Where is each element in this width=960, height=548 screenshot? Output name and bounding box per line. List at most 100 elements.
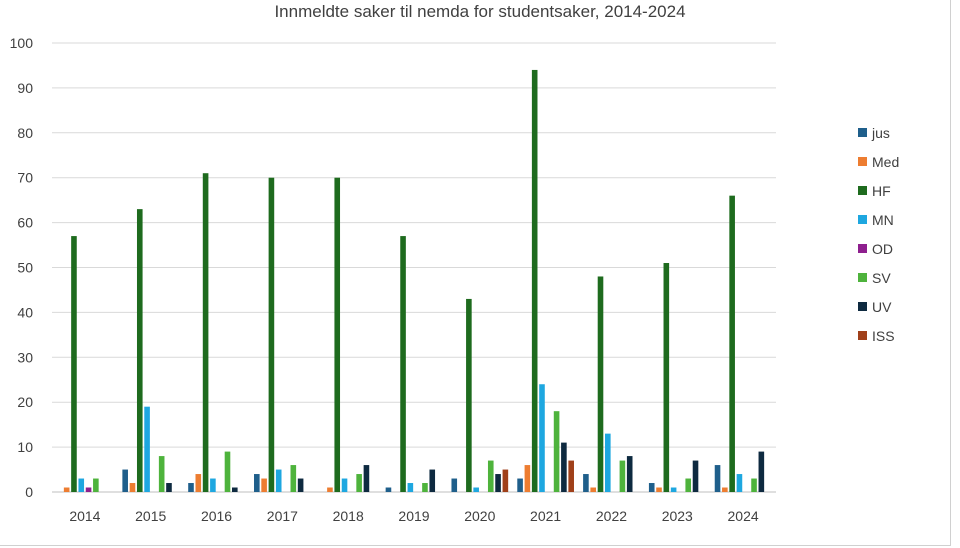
bar-med-2018 [327, 487, 333, 492]
bar-uv-2023 [692, 460, 699, 492]
x-tick-label: 2020 [464, 508, 495, 524]
x-tick-label: 2023 [662, 508, 693, 524]
bar-uv-2019 [429, 469, 436, 492]
y-tick-label: 60 [17, 215, 33, 231]
bar-mn-2015 [144, 406, 150, 492]
bars [63, 69, 765, 492]
bar-mn-2019 [407, 483, 414, 492]
x-tick-label: 2019 [398, 508, 429, 524]
bar-uv-2021 [561, 442, 567, 492]
bar-sv-2017 [290, 465, 297, 492]
legend-label-sv: SV [872, 270, 891, 286]
x-tick-label: 2022 [596, 508, 627, 524]
bar-hf-2015 [136, 209, 143, 492]
bar-hf-2023 [663, 263, 670, 492]
bar-mn-2022 [605, 433, 611, 492]
bar-jus-2020 [451, 478, 458, 492]
bar-hf-2016 [202, 173, 209, 492]
bar-hf-2017 [268, 177, 275, 492]
bar-iss-2020 [502, 469, 509, 492]
bar-med-2015 [129, 483, 136, 492]
bar-jus-2017 [254, 474, 260, 492]
bar-jus-2022 [583, 474, 589, 492]
legend-label-uv: UV [872, 299, 892, 315]
bar-jus-2021 [517, 478, 523, 492]
bar-hf-2022 [597, 276, 604, 492]
bar-iss-2021 [568, 460, 574, 492]
x-tick-label: 2018 [333, 508, 364, 524]
bar-uv-2017 [297, 478, 304, 492]
y-axis-ticks: 0 10 20 30 40 50 60 70 80 90 100 [10, 35, 34, 500]
bar-sv-2014 [93, 478, 99, 492]
x-tick-label: 2024 [728, 508, 759, 524]
bar-mn-2020 [473, 487, 479, 492]
bar-mn-2021 [539, 384, 545, 492]
legend-label-od: OD [872, 241, 893, 257]
legend-label-iss: ISS [872, 328, 895, 344]
chart-title: Innmeldte saker til nemda for studentsak… [274, 2, 686, 21]
legend-swatch-med [858, 157, 867, 166]
bar-sv-2018 [356, 474, 362, 492]
bar-uv-2015 [166, 483, 172, 492]
bar-uv-2018 [363, 465, 370, 492]
y-tick-label: 50 [17, 260, 33, 276]
bar-sv-2020 [487, 460, 494, 492]
x-axis-ticks: 2014 2015 2016 2017 2018 2019 2020 2021 2022 2023… [69, 508, 759, 524]
bar-uv-2020 [495, 474, 501, 492]
y-tick-label: 10 [17, 439, 33, 455]
bar-jus-2023 [648, 483, 655, 492]
bar-uv-2016 [231, 487, 238, 492]
bar-jus-2019 [385, 487, 392, 492]
bar-hf-2018 [334, 177, 341, 492]
legend-swatch-hf [858, 186, 867, 195]
bar-med-2024 [722, 487, 728, 492]
bar-sv-2023 [685, 478, 692, 492]
legend-swatch-iss [858, 331, 867, 340]
x-tick-label: 2014 [69, 508, 100, 524]
bar-od-2014 [85, 487, 92, 492]
bar-jus-2015 [122, 469, 128, 492]
bar-hf-2019 [400, 236, 406, 492]
y-tick-label: 30 [17, 349, 33, 365]
legend-swatch-jus [858, 128, 867, 137]
bar-sv-2016 [224, 451, 231, 492]
y-tick-label: 70 [17, 170, 33, 186]
y-tick-label: 20 [17, 394, 33, 410]
bar-med-2016 [195, 474, 202, 492]
legend-swatch-sv [858, 273, 867, 282]
bar-jus-2016 [188, 483, 194, 492]
bar-hf-2021 [531, 69, 538, 492]
bar-mn-2014 [78, 478, 85, 492]
bar-hf-2024 [729, 195, 735, 492]
bar-mn-2016 [210, 478, 216, 492]
x-tick-label: 2015 [135, 508, 166, 524]
x-tick-label: 2021 [530, 508, 561, 524]
bar-mn-2023 [670, 487, 677, 492]
x-tick-label: 2016 [201, 508, 232, 524]
legend-label-jus: jus [871, 125, 890, 141]
bar-med-2022 [590, 487, 597, 492]
legend-label-mn: MN [872, 212, 894, 228]
legend: jus Med HF MN OD SV UV ISS [858, 125, 899, 344]
bar-med-2014 [63, 487, 70, 492]
bar-med-2017 [261, 478, 267, 492]
legend-swatch-od [858, 244, 867, 253]
bar-sv-2019 [422, 483, 428, 492]
bar-sv-2021 [553, 411, 560, 492]
y-tick-label: 90 [17, 80, 33, 96]
legend-swatch-uv [858, 302, 867, 311]
y-tick-label: 100 [10, 35, 34, 51]
bar-med-2021 [524, 465, 531, 492]
legend-label-hf: HF [872, 183, 891, 199]
y-tick-label: 0 [25, 484, 33, 500]
bar-mn-2017 [275, 469, 282, 492]
bar-sv-2022 [619, 460, 626, 492]
bar-uv-2024 [758, 451, 765, 492]
legend-swatch-mn [858, 215, 867, 224]
bar-mn-2024 [736, 474, 743, 492]
bar-jus-2024 [714, 465, 721, 492]
bar-mn-2018 [341, 478, 348, 492]
gridlines [52, 42, 776, 493]
bar-uv-2022 [626, 456, 633, 492]
